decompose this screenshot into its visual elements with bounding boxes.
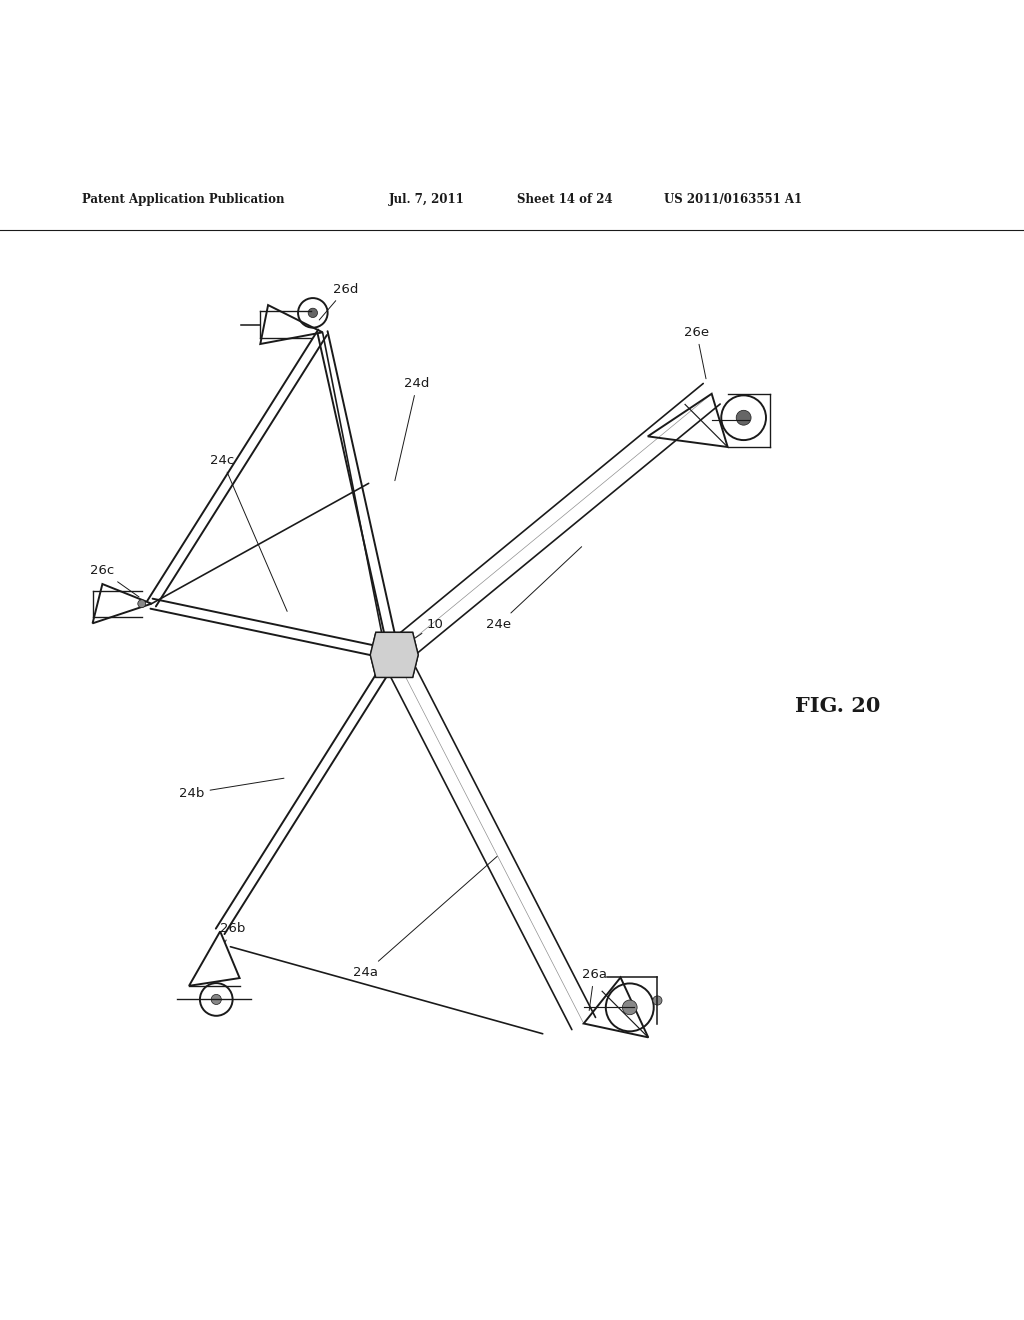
Text: FIG. 20: FIG. 20	[795, 696, 881, 715]
Text: 24a: 24a	[353, 857, 497, 979]
Text: 24d: 24d	[395, 378, 430, 480]
Text: 24c: 24c	[210, 454, 287, 611]
Text: 10: 10	[404, 618, 443, 645]
Circle shape	[653, 995, 662, 1005]
Text: 26b: 26b	[220, 921, 246, 941]
Circle shape	[736, 411, 751, 425]
Text: 26c: 26c	[90, 565, 139, 597]
Polygon shape	[371, 632, 418, 677]
Text: 26e: 26e	[684, 326, 710, 379]
Polygon shape	[371, 632, 418, 677]
Text: Patent Application Publication: Patent Application Publication	[82, 193, 285, 206]
Circle shape	[211, 994, 221, 1005]
Text: 26d: 26d	[319, 282, 358, 319]
Text: Sheet 14 of 24: Sheet 14 of 24	[517, 193, 612, 206]
Circle shape	[308, 308, 317, 318]
Circle shape	[138, 599, 145, 607]
Circle shape	[623, 1001, 637, 1015]
Text: Jul. 7, 2011: Jul. 7, 2011	[389, 193, 465, 206]
Text: 24e: 24e	[486, 546, 582, 631]
Text: 26a: 26a	[582, 968, 606, 1011]
Text: US 2011/0163551 A1: US 2011/0163551 A1	[664, 193, 802, 206]
Text: 24b: 24b	[179, 779, 284, 800]
